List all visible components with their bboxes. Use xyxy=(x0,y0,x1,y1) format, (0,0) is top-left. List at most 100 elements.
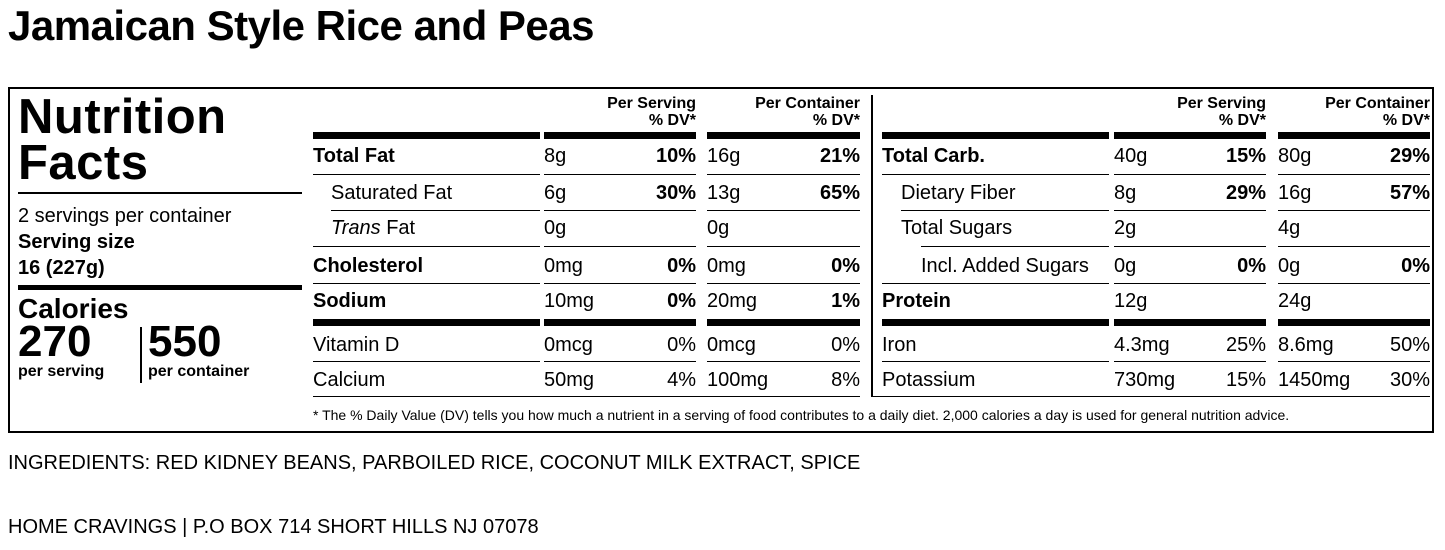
per-container-dv: 0% xyxy=(1401,255,1430,277)
per-serving-amount: 2g xyxy=(1114,217,1137,239)
per-container-dv: 21% xyxy=(819,145,860,167)
rule xyxy=(707,319,860,326)
left-per-serving-header: Per Serving % DV* xyxy=(607,95,696,129)
rule xyxy=(1114,246,1266,247)
rule xyxy=(1278,283,1430,284)
rule xyxy=(544,246,696,247)
rule xyxy=(707,174,860,175)
per-container-amount: 100mg xyxy=(707,369,769,391)
rule xyxy=(882,283,1109,284)
per-serving-amount: 0mg xyxy=(544,255,583,277)
daily-value-footnote: * The % Daily Value (DV) tells you how m… xyxy=(313,407,1290,423)
rule xyxy=(313,174,540,175)
per-serving-amount: 0g xyxy=(544,217,567,239)
per-container-dv: 1% xyxy=(831,290,860,312)
nutrient-name: Dietary Fiber xyxy=(901,182,1016,204)
rule xyxy=(544,283,696,284)
rule xyxy=(707,283,860,284)
rule xyxy=(707,210,860,211)
nutrient-name: Total Sugars xyxy=(901,217,1013,239)
per-container-dv: 65% xyxy=(819,182,860,204)
per-container-amount: 24g xyxy=(1278,290,1312,312)
rule xyxy=(544,132,696,139)
nutrient-name: Calcium xyxy=(313,369,386,391)
divider xyxy=(18,192,302,194)
per-serving-amount: 50mg xyxy=(544,369,595,391)
per-serving-dv: 0% xyxy=(667,290,696,312)
nutrient-name: Iron xyxy=(882,334,917,356)
right-per-serving-header: Per Serving % DV* xyxy=(1177,95,1266,129)
per-serving-dv: 15% xyxy=(1225,145,1266,167)
rule xyxy=(544,174,696,175)
per-serving-amount: 40g xyxy=(1114,145,1148,167)
rule xyxy=(313,246,540,247)
per-container-dv: 30% xyxy=(1389,369,1430,391)
nutrition-facts-panel: Nutrition Facts 2 servings per container… xyxy=(8,87,1434,433)
per-serving-dv: 15% xyxy=(1225,369,1266,391)
nutrient-name: Sodium xyxy=(313,290,387,312)
per-serving-amount: 730mg xyxy=(1114,369,1176,391)
rule xyxy=(1114,210,1266,211)
rule xyxy=(873,396,1430,397)
rule xyxy=(1278,132,1430,139)
rule xyxy=(707,361,860,362)
rule xyxy=(1114,174,1266,175)
per-container-amount: 20mg xyxy=(707,290,758,312)
nutrient-name: Cholesterol xyxy=(313,255,424,277)
per-serving-amount: 6g xyxy=(544,182,567,204)
per-container-dv: 0% xyxy=(831,334,860,356)
nutrient-name: Saturated Fat xyxy=(331,182,453,204)
ingredients-text: INGREDIENTS: RED KIDNEY BEANS, PARBOILED… xyxy=(8,452,861,474)
rule xyxy=(313,283,540,284)
per-serving-amount: 10mg xyxy=(544,290,595,312)
per-container-amount: 4g xyxy=(1278,217,1301,239)
per-container-amount: 80g xyxy=(1278,145,1312,167)
serving-size-value: 16 (227g) xyxy=(18,257,105,279)
rule xyxy=(1278,246,1430,247)
nutrient-name: Total Fat xyxy=(313,145,395,167)
per-container-amount: 8.6mg xyxy=(1278,334,1334,356)
nutrient-name: Potassium xyxy=(882,369,976,391)
nutrient-name: Incl. Added Sugars xyxy=(921,255,1089,277)
calories-divider xyxy=(140,327,142,383)
per-container-dv: 29% xyxy=(1389,145,1430,167)
rule xyxy=(1278,361,1430,362)
rule xyxy=(921,246,1109,247)
per-container-dv: 0% xyxy=(831,255,860,277)
column-separator xyxy=(871,95,873,397)
per-serving-dv: 10% xyxy=(655,145,696,167)
per-container-amount: 13g xyxy=(707,182,741,204)
rule xyxy=(331,210,540,211)
per-container-amount: 16g xyxy=(707,145,741,167)
per-serving-dv: 0% xyxy=(667,334,696,356)
nutrient-name: Trans Fat xyxy=(331,217,416,239)
per-serving-dv: 29% xyxy=(1225,182,1266,204)
rule xyxy=(1114,361,1266,362)
rule xyxy=(313,396,860,397)
calories-per-serving: 270 xyxy=(18,317,92,366)
rule xyxy=(1114,132,1266,139)
per-container-amount: 16g xyxy=(1278,182,1312,204)
rule xyxy=(313,361,540,362)
nutrient-name: Total Carb. xyxy=(882,145,985,167)
per-container-amount: 1450mg xyxy=(1278,369,1351,391)
rule xyxy=(544,210,696,211)
rule xyxy=(1278,319,1430,326)
rule xyxy=(1278,210,1430,211)
per-serving-amount: 8g xyxy=(1114,182,1137,204)
nutrition-summary: Nutrition Facts 2 servings per container… xyxy=(18,89,302,431)
rule xyxy=(1114,319,1266,326)
servings-per-container: 2 servings per container xyxy=(18,205,232,227)
per-serving-dv: 4% xyxy=(667,369,696,391)
rule xyxy=(1278,174,1430,175)
rule xyxy=(882,174,1109,175)
rule xyxy=(882,319,1109,326)
nutrient-name: Vitamin D xyxy=(313,334,400,356)
per-container-dv: 50% xyxy=(1389,334,1430,356)
nutrient-name: Protein xyxy=(882,290,951,312)
per-serving-amount: 8g xyxy=(544,145,567,167)
per-container-dv: 8% xyxy=(831,369,860,391)
rule xyxy=(313,132,540,139)
rule xyxy=(544,361,696,362)
per-serving-amount: 4.3mg xyxy=(1114,334,1170,356)
